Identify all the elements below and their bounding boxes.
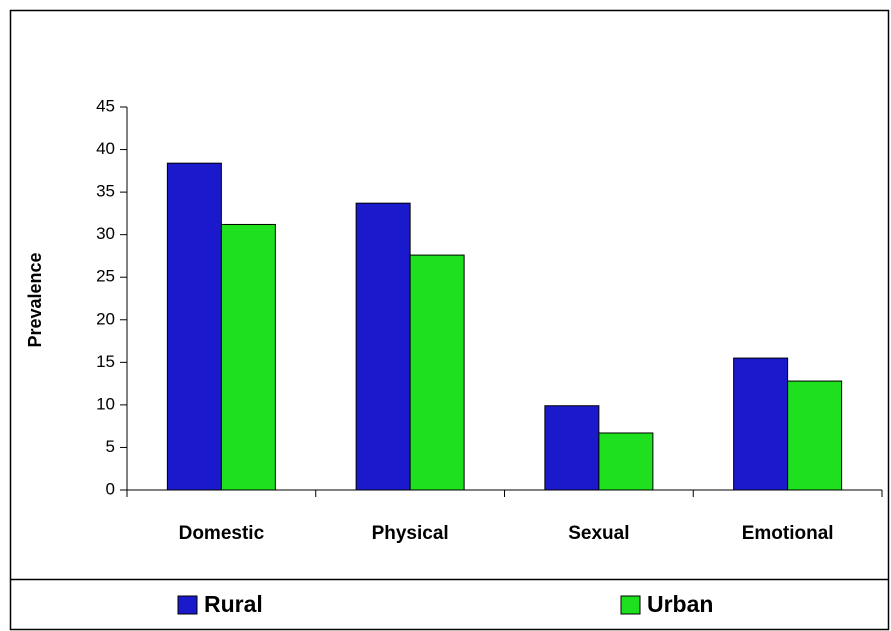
legend-label: Urban <box>647 591 713 617</box>
y-tick-label: 15 <box>96 352 115 371</box>
bar <box>166 162 222 491</box>
x-tick-label: Domestic <box>179 523 265 544</box>
bar <box>409 254 465 491</box>
y-tick-label: 45 <box>96 96 115 115</box>
x-tick-label: Physical <box>372 523 449 544</box>
legend-swatch <box>620 595 641 615</box>
y-tick-label: 30 <box>96 224 115 243</box>
x-tick-label: Sexual <box>568 523 629 544</box>
y-tick-label: 5 <box>106 437 115 456</box>
y-tick-label: 20 <box>96 309 115 328</box>
x-tick-label: Emotional <box>742 523 834 544</box>
bar <box>220 223 276 491</box>
bar <box>598 432 654 491</box>
legend-swatch <box>177 595 198 615</box>
y-tick-label: 10 <box>96 394 115 413</box>
bar <box>787 380 843 491</box>
bar <box>544 405 600 491</box>
y-tick-label: 25 <box>96 267 115 286</box>
y-tick-label: 35 <box>96 182 115 201</box>
bar <box>733 357 789 491</box>
y-tick-label: 40 <box>96 139 115 158</box>
y-axis-title: Prevalence <box>25 252 45 347</box>
y-tick-label: 0 <box>106 479 115 498</box>
bar <box>355 202 411 491</box>
legend-label: Rural <box>204 591 263 617</box>
